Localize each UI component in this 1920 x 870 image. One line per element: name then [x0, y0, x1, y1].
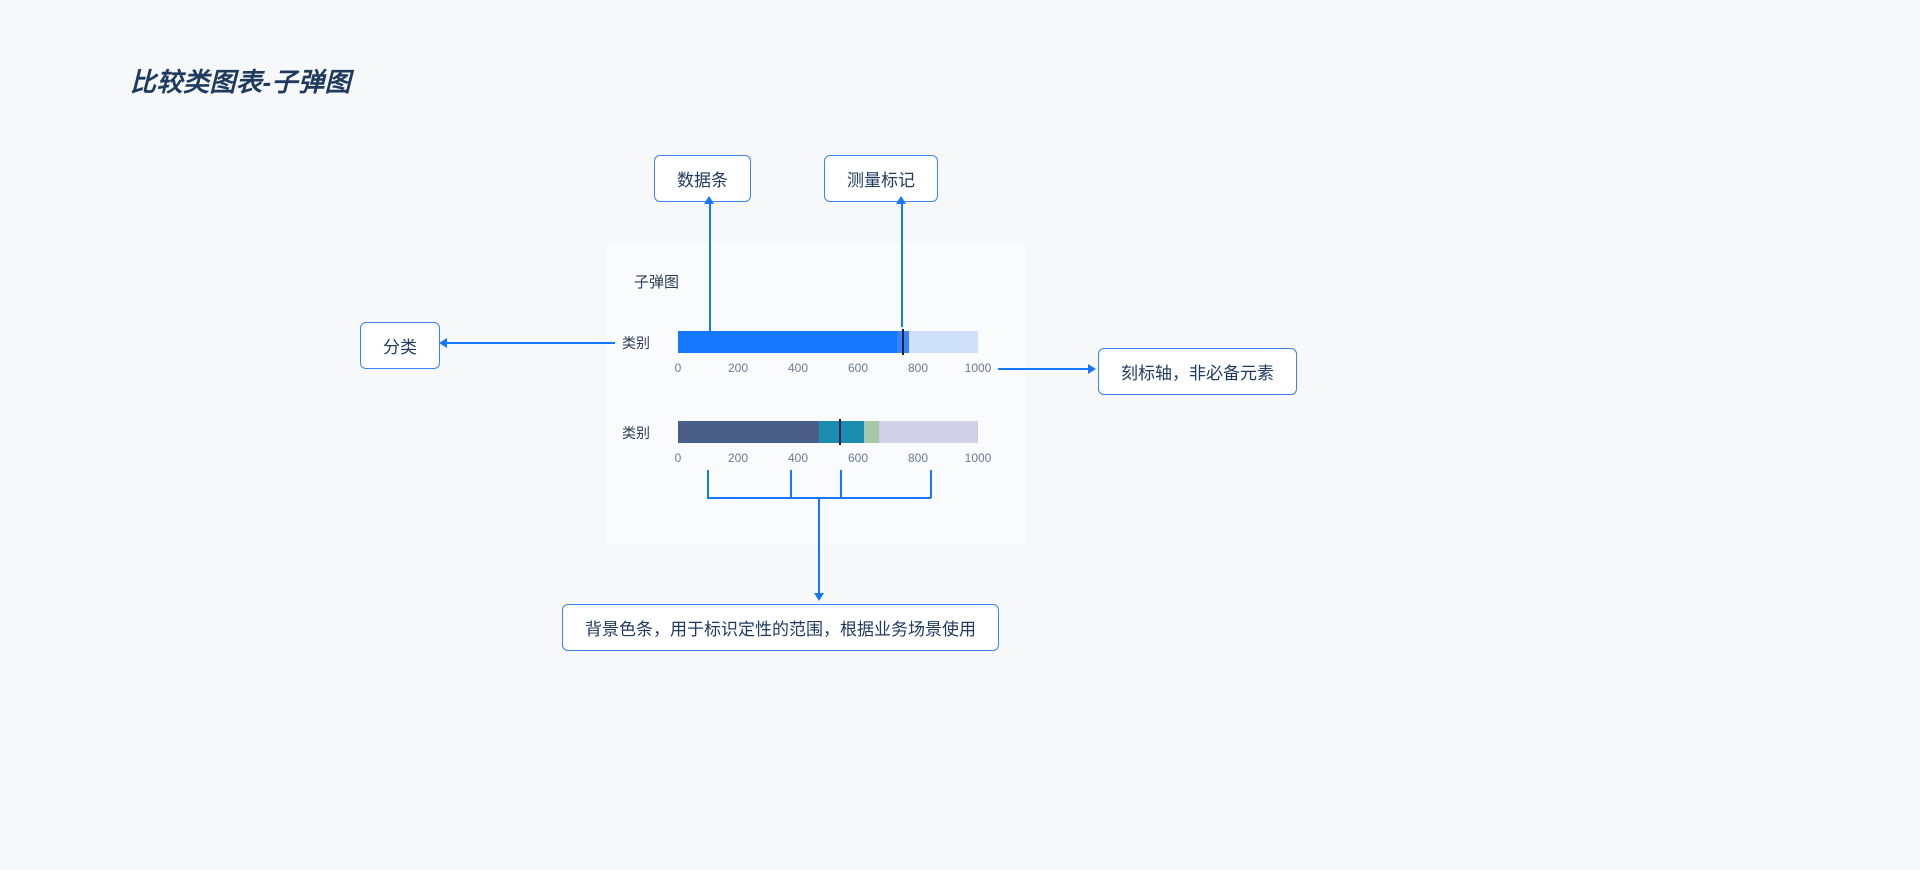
annotation-axis-note: 刻标轴，非必备元素: [1098, 348, 1297, 395]
axis-tick: 200: [728, 361, 748, 375]
bracket-line: [840, 470, 842, 498]
axis-tick: 1000: [965, 451, 992, 465]
annotation-measure-marker: 测量标记: [824, 155, 938, 202]
bullet-segment: [819, 421, 864, 443]
annotation-bg-ranges: 背景色条，用于标识定性的范围，根据业务场景使用: [562, 604, 999, 651]
axis-tick: 800: [908, 361, 928, 375]
axis-tick: 400: [788, 361, 808, 375]
connector-line: [818, 497, 820, 595]
connector-line: [901, 198, 903, 327]
connector-line: [709, 198, 711, 338]
axis-tick: 800: [908, 451, 928, 465]
bracket-line: [707, 470, 709, 498]
connector-line: [998, 368, 1090, 370]
bullet-label: 类别: [622, 423, 650, 443]
arrow-up-icon: [896, 196, 906, 204]
arrow-right-icon: [1088, 364, 1096, 374]
axis-tick: 1000: [965, 361, 992, 375]
bullet-axis: 02004006008001000: [678, 361, 978, 377]
axis-tick: 0: [675, 451, 682, 465]
bullet-segment: [909, 331, 978, 353]
bullet-label: 类别: [622, 333, 650, 353]
axis-tick: 200: [728, 451, 748, 465]
annotation-category: 分类: [360, 322, 440, 369]
connector-line: [443, 342, 615, 344]
annotation-data-bar: 数据条: [654, 155, 751, 202]
axis-tick: 600: [848, 451, 868, 465]
bullet-marker: [839, 419, 841, 445]
axis-tick: 0: [675, 361, 682, 375]
bullet-chart-panel: 子弹图 类别 0 200 400 600 800 1000 类别 0 200 400 600 80…: [605, 244, 1027, 546]
bullet-segment: [864, 421, 879, 443]
page-title: 比较类图表-子弹图: [130, 62, 351, 99]
bracket-line: [930, 470, 932, 498]
bullet-marker: [902, 329, 904, 355]
bullet-track: [678, 421, 978, 443]
bullet-segment: [678, 421, 819, 443]
arrow-up-icon: [704, 196, 714, 204]
arrow-down-icon: [814, 593, 824, 601]
bracket-line: [790, 470, 792, 498]
arrow-left-icon: [439, 338, 447, 348]
panel-title: 子弹图: [634, 271, 679, 292]
axis-tick: 600: [848, 361, 868, 375]
bullet-axis: 02004006008001000: [678, 451, 978, 467]
bullet-segment: [879, 421, 978, 443]
axis-tick: 400: [788, 451, 808, 465]
bullet-track: [678, 331, 978, 353]
